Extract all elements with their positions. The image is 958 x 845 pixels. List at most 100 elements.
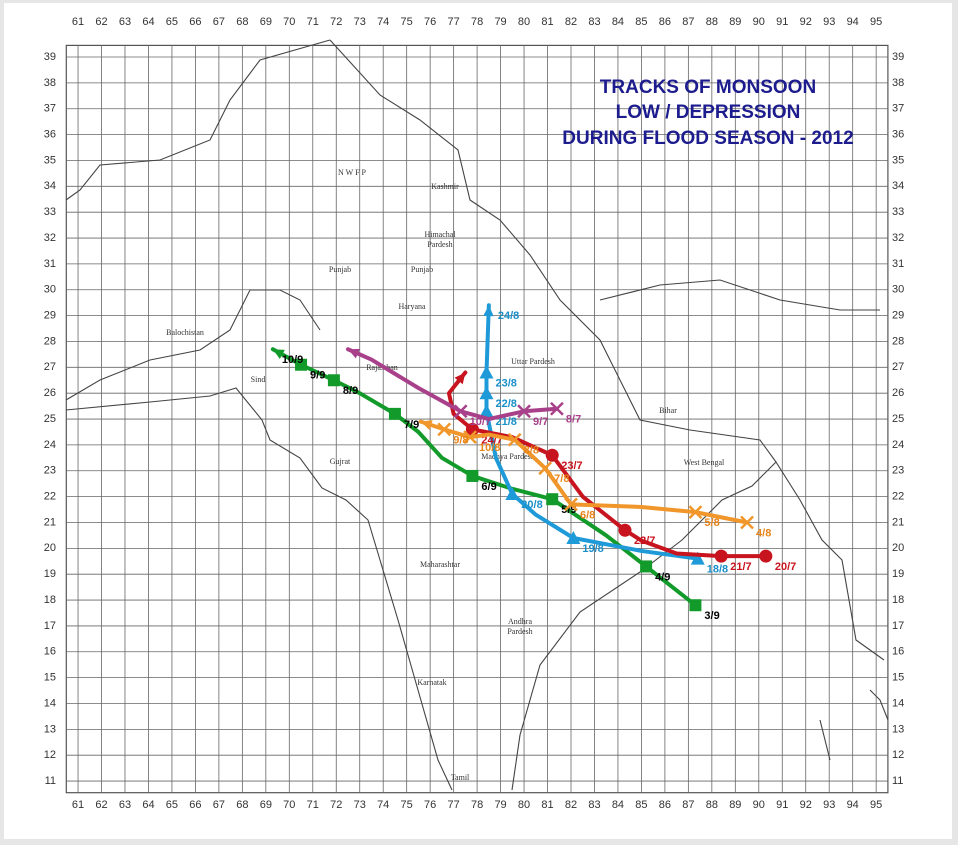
- track-point: [538, 461, 553, 476]
- track-label: 21/8: [495, 416, 516, 428]
- lon-tick-label: 61: [72, 16, 84, 28]
- lon-tick-label: 92: [800, 16, 812, 28]
- lon-tick-label: 75: [401, 799, 413, 811]
- track-label: 9/8: [453, 434, 468, 446]
- lon-tick-label: 66: [189, 799, 201, 811]
- track-label: 10/9: [282, 354, 303, 366]
- lon-tick-label: 94: [847, 799, 859, 811]
- region-label: Haryana: [398, 302, 426, 311]
- track-line: [484, 303, 700, 561]
- coastline: [65, 39, 889, 791]
- track: 18/8 19/8 20/8 21/8 22/8 23/8 24/8: [479, 303, 728, 576]
- lat-tick-label: 28: [44, 335, 56, 347]
- track: 20/721/722/723/724/7: [446, 370, 796, 573]
- lat-tick-label: 26: [44, 387, 56, 399]
- track-label: 5/8: [704, 517, 719, 529]
- track-point: [640, 560, 653, 573]
- lon-tick-label: 85: [635, 799, 647, 811]
- track-label: 22/8: [495, 398, 516, 410]
- region-label: N W F P: [338, 168, 366, 177]
- track-label: 21/7: [730, 561, 751, 573]
- region-label: Himachal: [424, 230, 456, 239]
- track-arrow: [454, 372, 466, 385]
- lon-tick-label: 83: [588, 799, 600, 811]
- track-label: 9/9: [310, 370, 325, 382]
- track-point: [507, 432, 522, 447]
- lat-tick-label: 15: [44, 672, 56, 684]
- track-label: 4/8: [756, 527, 771, 539]
- lat-tick-label: 25: [44, 413, 56, 425]
- lat-tick-label: 36: [44, 129, 56, 141]
- track-point: [564, 497, 578, 512]
- lat-tick-label: 14: [892, 697, 904, 709]
- lat-tick-label: 11: [892, 775, 903, 787]
- lon-tick-label: 89: [729, 799, 741, 811]
- lon-tick-label: 76: [424, 16, 436, 28]
- track-point: [759, 549, 773, 563]
- title-line: DURING FLOOD SEASON - 2012: [562, 128, 853, 149]
- lat-tick-label: 34: [892, 180, 904, 192]
- track-label: 23/8: [495, 377, 516, 389]
- track-label: 22/7: [634, 535, 655, 547]
- track-label: 23/7: [561, 460, 582, 472]
- lat-tick-label: 39: [892, 51, 904, 63]
- lat-tick-label: 20: [44, 542, 56, 554]
- region-label: Andhra: [508, 617, 532, 626]
- lon-tick-label: 63: [119, 16, 131, 28]
- lat-tick-label: 34: [44, 180, 56, 192]
- track-label: 8/7: [566, 414, 581, 426]
- lon-tick-label: 79: [494, 799, 506, 811]
- title-line: TRACKS OF MONSOON: [600, 77, 816, 98]
- title-line: LOW / DEPRESSION: [616, 102, 801, 123]
- track-arrow: [272, 349, 285, 360]
- lat-tick-label: 37: [892, 103, 904, 115]
- lon-tick-label: 81: [541, 799, 553, 811]
- lon-tick-label: 89: [729, 16, 741, 28]
- track-point: [466, 469, 479, 482]
- track-label: 9/7: [533, 416, 548, 428]
- lat-tick-label: 30: [44, 284, 56, 296]
- region-label: Pardesh: [427, 240, 452, 249]
- track-point: [479, 386, 494, 400]
- lat-tick-label: 18: [44, 594, 56, 606]
- lat-tick-label: 32: [44, 232, 56, 244]
- track-label: 6/9: [481, 481, 496, 493]
- track-point: [437, 422, 452, 437]
- lon-tick-label: 84: [612, 799, 624, 811]
- lat-tick-label: 27: [44, 361, 56, 373]
- lat-tick-label: 39: [44, 51, 56, 63]
- lon-tick-label: 78: [471, 16, 483, 28]
- lon-tick-label: 93: [823, 16, 835, 28]
- track-point: [295, 358, 308, 371]
- tracks: 3/94/95/96/97/98/99/910/918/819/820/821/…: [270, 303, 796, 622]
- region-label: Balochistan: [166, 328, 204, 337]
- track-label: 7/9: [404, 419, 419, 431]
- track-point: [517, 404, 531, 419]
- lon-tick-label: 80: [518, 16, 530, 28]
- lon-tick-label: 82: [565, 799, 577, 811]
- lon-tick-label: 73: [354, 16, 366, 28]
- track-label: 18/8: [707, 564, 728, 576]
- lon-tick-label: 72: [330, 16, 342, 28]
- lat-tick-label: 24: [44, 439, 56, 451]
- lon-tick-label: 85: [635, 16, 647, 28]
- lon-tick-label: 62: [95, 799, 107, 811]
- region-label: Maharashtar: [420, 560, 460, 569]
- lat-tick-label: 31: [44, 258, 56, 270]
- lat-tick-label: 26: [892, 387, 904, 399]
- track-point: [690, 551, 705, 565]
- lon-tick-label: 66: [189, 16, 201, 28]
- region-label: Punjab: [411, 265, 433, 274]
- lon-tick-label: 95: [870, 799, 882, 811]
- lon-tick-label: 94: [847, 16, 859, 28]
- track-label: 4/9: [655, 571, 670, 583]
- track-point: [550, 401, 564, 416]
- track-label: 20/8: [521, 499, 542, 511]
- lat-tick-label: 22: [892, 491, 904, 503]
- lat-tick-label: 25: [892, 413, 904, 425]
- lon-tick-label: 88: [706, 799, 718, 811]
- lat-tick-label: 13: [44, 723, 56, 735]
- grid: 61 61 62 62 63 63 64 64 65 65 66 66 67 67 68 68 69 69 70 70…: [44, 16, 905, 811]
- lat-tick-label: 16: [892, 646, 904, 658]
- track-point: [545, 448, 559, 462]
